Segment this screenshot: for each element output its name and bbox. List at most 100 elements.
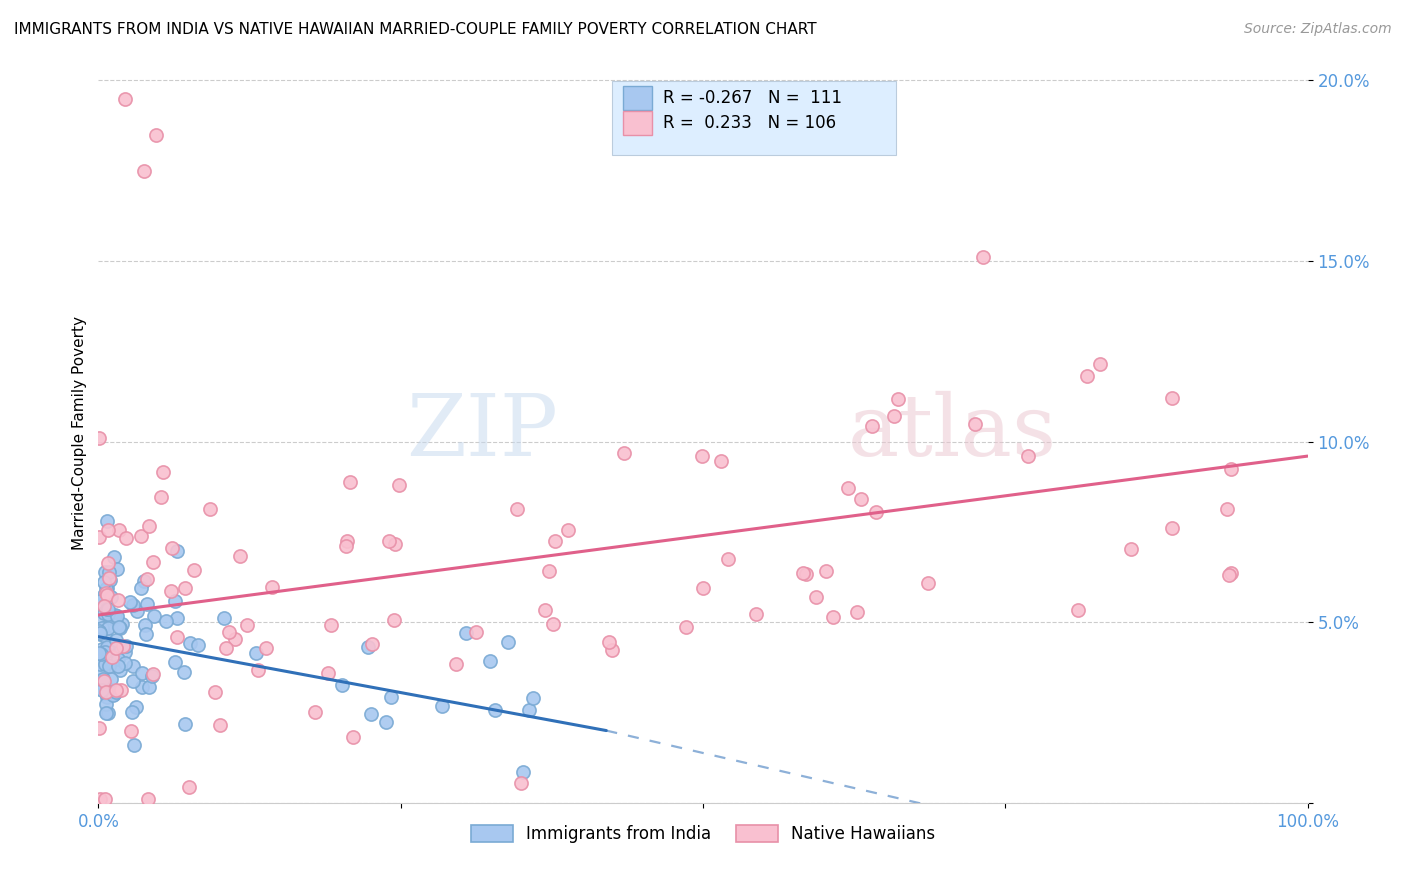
Point <box>692 581 714 595</box>
FancyBboxPatch shape <box>623 87 652 110</box>
Point <box>1161 392 1184 406</box>
Point <box>613 446 636 460</box>
Point <box>94 792 117 806</box>
Point <box>98 656 121 670</box>
Point <box>204 685 226 699</box>
Point <box>134 163 156 178</box>
Point <box>94 586 117 600</box>
Point <box>89 531 111 545</box>
Point <box>380 690 402 705</box>
Point <box>215 641 238 656</box>
Point <box>114 91 136 105</box>
Point <box>93 599 115 613</box>
Point <box>335 534 357 549</box>
Point <box>141 669 163 683</box>
Point <box>374 714 396 729</box>
Point <box>87 646 110 660</box>
Point <box>145 128 167 142</box>
Point <box>200 501 222 516</box>
Point <box>131 666 153 681</box>
Point <box>94 591 117 605</box>
Point <box>127 604 149 618</box>
Point <box>100 590 122 604</box>
Point <box>360 707 382 722</box>
Point <box>107 592 129 607</box>
Point <box>105 562 128 576</box>
Point <box>97 619 120 633</box>
Point <box>174 717 197 731</box>
Point <box>512 764 534 779</box>
FancyBboxPatch shape <box>623 112 652 135</box>
Point <box>94 685 117 699</box>
Point <box>110 682 132 697</box>
Point <box>110 663 132 677</box>
Text: Source: ZipAtlas.com: Source: ZipAtlas.com <box>1244 22 1392 37</box>
Point <box>104 640 127 655</box>
Point <box>107 652 129 666</box>
Point <box>91 672 114 686</box>
Point <box>865 505 887 519</box>
Point <box>260 580 283 594</box>
Point <box>97 621 120 635</box>
Point <box>98 573 121 587</box>
Point <box>120 723 142 738</box>
Point <box>236 618 259 632</box>
Point <box>464 625 486 640</box>
Point <box>111 617 134 632</box>
Point <box>104 608 127 623</box>
Point <box>163 594 186 608</box>
Point <box>173 665 195 680</box>
Text: atlas: atlas <box>848 391 1057 475</box>
Point <box>98 565 121 579</box>
Point <box>105 616 128 631</box>
Point <box>330 678 353 692</box>
Point <box>94 645 117 659</box>
Point <box>690 449 713 463</box>
Point <box>479 654 502 668</box>
Point <box>1216 502 1239 516</box>
Point <box>93 673 115 688</box>
Point <box>94 629 117 643</box>
Point <box>849 492 872 507</box>
Point <box>100 673 122 687</box>
Point <box>150 490 173 504</box>
Point <box>541 616 564 631</box>
Point <box>1219 462 1241 476</box>
Point <box>883 409 905 423</box>
Point <box>1161 521 1184 535</box>
Point <box>129 529 152 543</box>
Point <box>484 704 506 718</box>
Point <box>100 649 122 664</box>
Point <box>105 632 128 647</box>
Point <box>177 780 200 794</box>
Point <box>534 602 557 616</box>
Point <box>122 599 145 613</box>
Point <box>118 595 141 609</box>
Point <box>717 552 740 566</box>
Point <box>342 730 364 744</box>
Point <box>135 627 157 641</box>
Point <box>745 607 768 621</box>
Point <box>138 518 160 533</box>
Point <box>107 641 129 656</box>
Point <box>124 699 146 714</box>
Point <box>91 683 114 698</box>
Point <box>108 523 131 537</box>
Point <box>115 531 138 545</box>
Point <box>129 582 152 596</box>
Point <box>132 574 155 588</box>
Point <box>89 594 111 608</box>
Point <box>90 641 112 656</box>
Text: IMMIGRANTS FROM INDIA VS NATIVE HAWAIIAN MARRIED-COUPLE FAMILY POVERTY CORRELATI: IMMIGRANTS FROM INDIA VS NATIVE HAWAIIAN… <box>14 22 817 37</box>
Point <box>430 698 453 713</box>
Point <box>104 685 127 699</box>
Point <box>97 602 120 616</box>
Point <box>107 658 129 673</box>
Point <box>105 682 128 697</box>
Point <box>846 605 869 619</box>
Point <box>166 630 188 644</box>
Point <box>136 792 159 806</box>
Point <box>814 564 837 578</box>
Point <box>304 705 326 719</box>
Point <box>108 621 131 635</box>
